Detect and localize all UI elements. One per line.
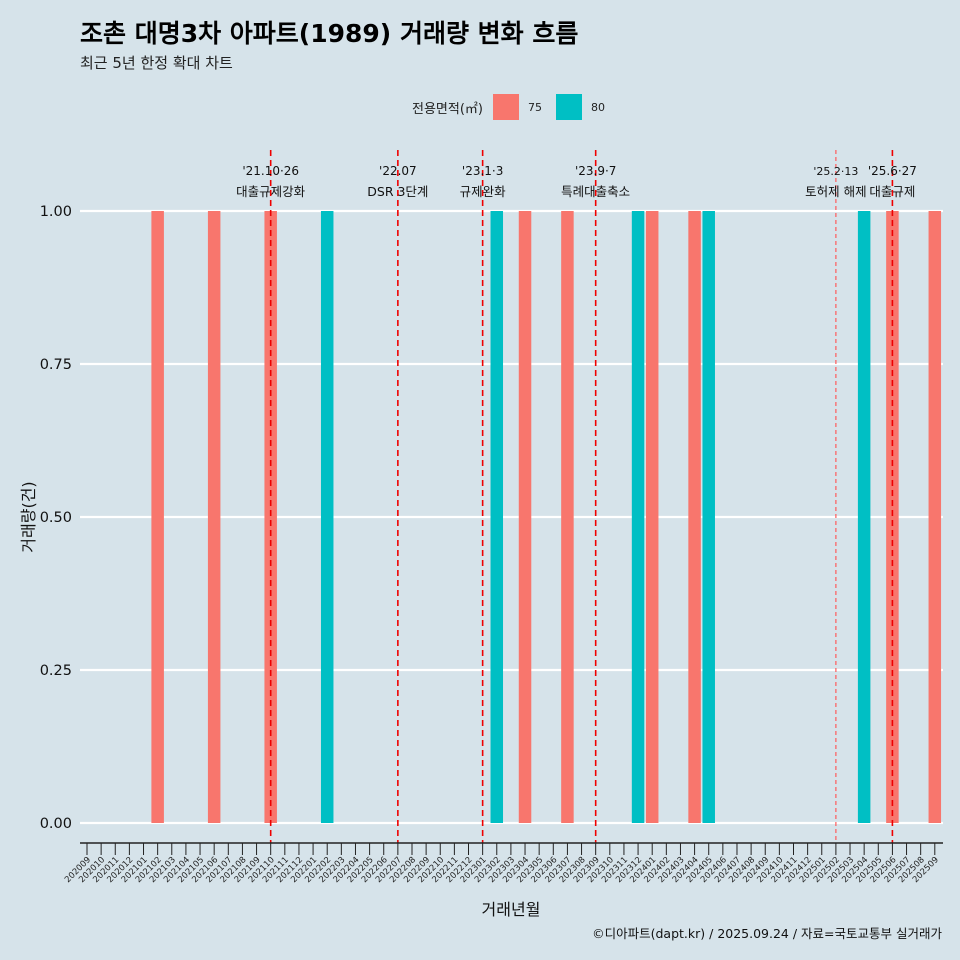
x-axis-title: 거래년월: [482, 900, 541, 919]
event-date: '21.10·26: [242, 164, 299, 178]
event-date: '25.6·27: [868, 164, 917, 178]
bar-75-202106: [207, 211, 221, 823]
bar-75-202110: [264, 211, 277, 823]
y-tick-label: 0.75: [40, 357, 72, 373]
legend: 전용면적(㎡) 75 80: [412, 93, 619, 121]
bar-75-202404: [688, 211, 701, 823]
y-tick-label: 0.50: [40, 510, 72, 526]
legend-swatch-75: [492, 94, 519, 120]
event-label: 규제완화: [460, 184, 507, 199]
bar-80-202405: [702, 211, 715, 823]
legend-label-80: 80: [590, 100, 605, 114]
legend-title: 전용면적(㎡): [412, 101, 483, 117]
bar-80-202312: [631, 211, 645, 823]
chart-subtitle: 최근 5년 한정 확대 차트: [80, 54, 233, 72]
legend-label-75: 75: [527, 100, 542, 114]
event-label: 특례대출축소: [561, 184, 630, 199]
event-label: 토허제 해제: [805, 184, 866, 199]
event-label: 대출규제강화: [236, 184, 306, 199]
y-tick-label: 1.00: [40, 204, 72, 220]
y-tick-label: 0.25: [40, 663, 72, 679]
bar-75-202102: [151, 211, 164, 823]
bar-75-202506: [886, 211, 899, 823]
bar-80-202202: [320, 211, 334, 823]
source-caption: ©디아파트(dapt.kr) / 2025.09.24 / 자료=국토교통부 실…: [592, 926, 942, 941]
bar-80-202504: [857, 211, 871, 823]
legend-swatch-80: [555, 94, 582, 120]
y-axis-title: 거래량(건): [19, 481, 38, 552]
event-date: '23.9·7: [575, 164, 616, 178]
bar-75-202307: [561, 211, 574, 823]
event-date: '25.2·13: [813, 165, 858, 178]
bar-75-202509: [928, 211, 942, 823]
event-label: 대출규제: [869, 184, 915, 199]
y-tick-label: 0.00: [40, 816, 72, 832]
event-label: DSR 3단계: [367, 184, 428, 199]
bar-80-202302: [490, 211, 504, 823]
event-date: '23.1·3: [462, 164, 503, 178]
bar-75-202304: [518, 211, 532, 823]
chart-title: 조촌 대명3차 아파트(1989) 거래량 변화 흐름: [80, 19, 579, 48]
event-date: '22.07: [379, 164, 417, 178]
bar-75-202401: [645, 211, 659, 823]
